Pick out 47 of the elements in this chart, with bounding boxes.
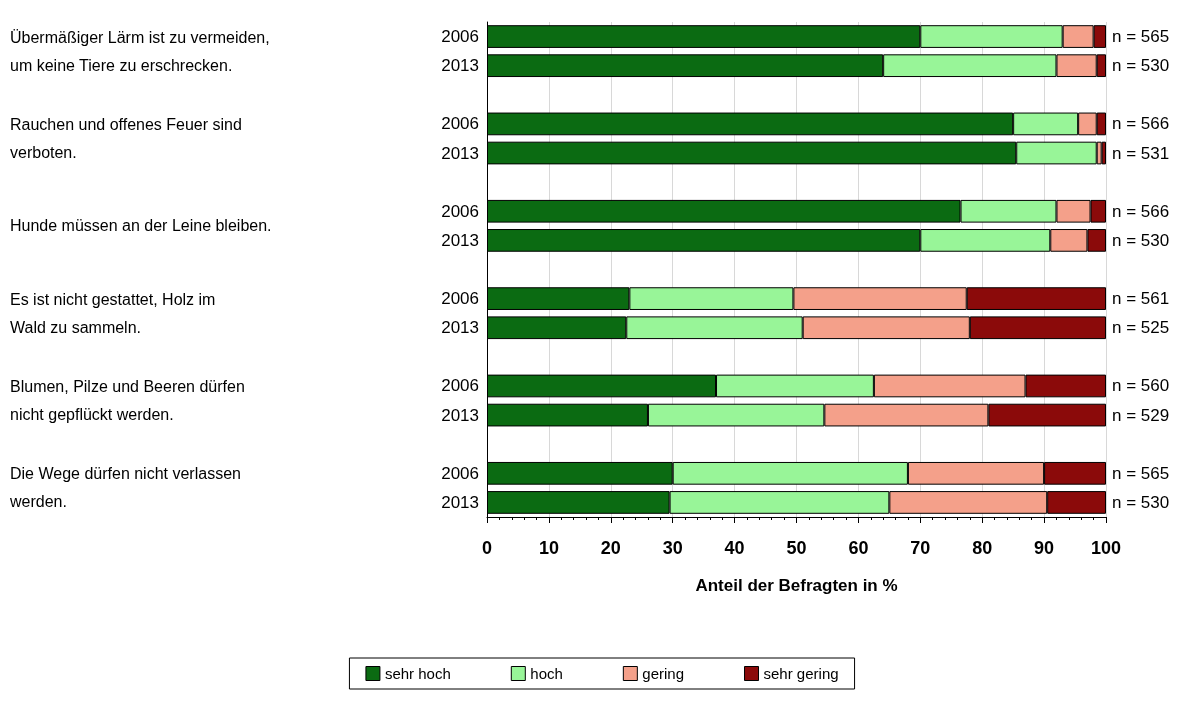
text: n = 561 [1112,289,1170,309]
y-tick-label: 2006 [441,114,479,134]
text: n = 530 [1112,230,1170,250]
x-tick-label: 30 [662,538,683,558]
legend-label: gering [642,665,685,682]
text: n = 525 [1112,318,1170,338]
text: n = 560 [1112,376,1170,396]
y-tick-label: 2013 [441,143,479,163]
text: n = 531 [1112,143,1170,163]
text: n = 566 [1112,114,1170,134]
text: Hunde müssen an der Leine bleiben. [10,217,272,235]
y-tick-label: 2006 [441,463,479,483]
text: n = 565 [1112,27,1170,47]
text: Blumen, Pilze und Beeren dürfen nicht gepflückt werden. [10,378,245,424]
x-tick-label: 50 [786,538,807,558]
x-tick-label: 80 [972,538,993,558]
y-tick-label: 2013 [441,405,479,425]
text: n = 566 [1112,201,1170,221]
legend-label: sehr hoch [384,665,451,682]
x-tick-label: 70 [910,538,931,558]
text: Es ist nicht gestattet, Holz im Wald zu sammeln. [10,290,216,336]
text: n = 530 [1112,56,1170,76]
x-tick-label: 20 [600,538,621,558]
x-tick-label: 10 [538,538,559,558]
y-tick-label: 2013 [441,318,479,338]
x-tick-label: 0 [481,538,493,558]
x-tick-label: 40 [724,538,745,558]
y-tick-label: 2013 [441,492,479,512]
x-tick-label: 90 [1034,538,1055,558]
legend-label: sehr gering [763,665,839,682]
y-tick-label: 2006 [441,201,479,221]
x-axis-title: Anteil der Befragten in % [695,576,898,595]
x-tick-label: 100 [1090,538,1122,558]
y-tick-label: 2013 [441,230,479,250]
text: n = 529 [1112,405,1170,425]
y-tick-label: 2013 [441,56,479,76]
text: Die Wege dürfen nicht verlassen werden. [9,465,241,511]
y-tick-label: 2006 [441,27,479,47]
text: n = 530 [1112,492,1170,512]
legend-label: hoch [530,665,563,682]
text: Rauchen und offenes Feuer sind verboten. [10,115,242,161]
y-tick-label: 2006 [441,376,479,396]
x-tick-label: 60 [848,538,869,558]
text: n = 565 [1112,463,1170,483]
y-tick-label: 2006 [441,289,479,309]
bar [1101,141,1106,165]
text: Übermäßiger Lärm ist zu vermeiden, um keine Tiere zu erschrecken. [10,28,270,74]
